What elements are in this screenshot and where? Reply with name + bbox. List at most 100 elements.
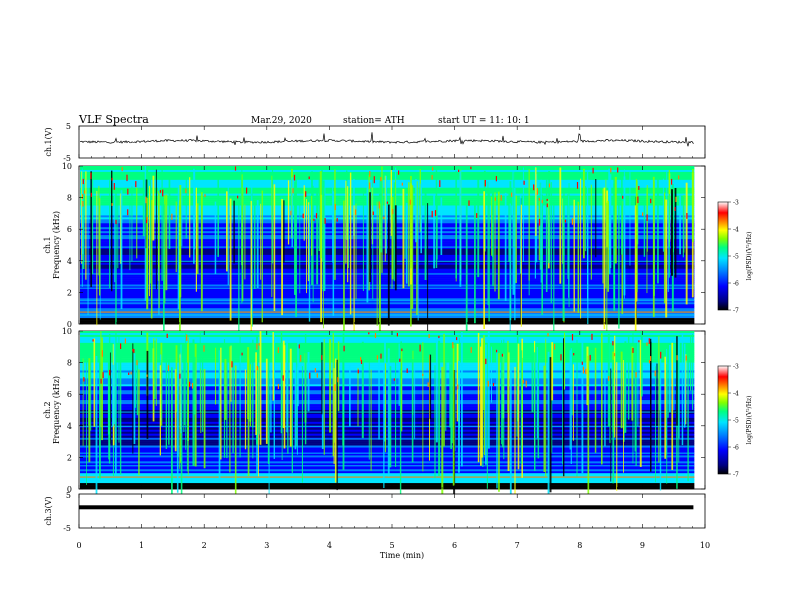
spectrogram-band [80,280,695,283]
spectrogram-streak [115,187,117,325]
spectrogram-streak [334,348,336,443]
spectrogram-streak [289,348,292,447]
spectrogram-band [80,246,695,250]
spectrogram-streak [163,204,165,346]
ch1-ytick-bottom: -5 [63,154,71,163]
spectrogram-streak [291,177,293,247]
spectrogram-speck [146,216,148,221]
spectrogram-streak [420,183,422,254]
spectrogram-streak [451,348,453,444]
spectrogram-streak [585,186,587,252]
spectrogram-speck [204,194,206,197]
spectrogram-streak [481,338,483,458]
spectrogram-streak [232,352,234,453]
spectrogram-streak [81,168,83,287]
spectrogram-streak [259,331,262,445]
spectrogram-speck [92,339,94,342]
spectrogram-streak [95,356,98,494]
time-tick-label: 3 [264,541,269,550]
spectrogram-band [80,421,695,425]
ch2-colorbar: -3 -4 -5 -6 -7 log(PSD)(V²/Hz) [717,364,753,479]
spectrogram-band [80,376,695,379]
spectrogram-band [80,245,695,248]
spectrogram-streak [119,348,122,475]
spectrogram-speck [321,355,323,360]
spectrogram-streak [185,333,187,450]
spectrogram-streak [521,357,523,418]
spectrogram-band [80,406,695,409]
spectrogram-band [80,390,695,393]
spectrogram-streak [152,175,155,241]
spectrogram-streak [155,338,157,406]
spectrogram-streak [355,203,357,300]
ch1-waveform-ylabel: ch.1(V) [44,127,53,156]
spectrogram-streak [217,178,219,257]
spectrogram-streak [393,182,396,282]
spectrogram-streak [294,181,296,295]
colorbar-tick-label: -6 [733,445,739,452]
spectrogram-streak [215,347,217,405]
spectrogram-speck [495,176,497,182]
spectrogram-band [80,169,695,173]
spectrogram-speck [369,171,371,177]
spectrogram-streak [181,180,183,247]
spectrogram-streak [394,205,397,291]
spectrogram-streak [361,341,364,439]
spectrogram-streak [610,368,612,482]
spectrogram-line [80,452,695,454]
spectrogram-speck [646,342,648,346]
spectrogram-streak [569,350,571,450]
spectrogram-streak [637,341,639,427]
spectrogram-streak [662,178,664,252]
ch1-spectrogram-yticks: 0 2 4 6 8 10 [62,162,705,329]
spectrogram-line [80,273,695,275]
spectrogram-streak [114,196,116,283]
spectrogram-band [80,481,695,484]
spectrogram-streak [199,331,201,413]
spectrogram-streak [494,192,496,292]
spectrogram-streak [142,175,145,237]
spectrogram-speck [277,384,279,389]
spectrogram-streak [193,168,195,264]
spectrogram-speck [124,338,126,344]
spectrogram-band [80,423,695,427]
spectrogram-streak [498,353,500,492]
spectrogram-streak [405,202,408,284]
spectrogram-streak [657,173,659,284]
spectrogram-streak [220,347,222,460]
spectrogram-streak [683,195,685,253]
spectrogram-speck [305,191,307,197]
spectrogram-streak [227,185,229,285]
spectrogram-streak [165,194,168,291]
spectrogram-streak [370,369,372,471]
spectrogram-streak [664,356,667,459]
spectrogram-band [80,294,695,297]
spectrogram-speck [324,218,326,224]
spectrogram-streak [627,334,630,420]
spectrogram-streak [366,180,369,303]
ch2-spectrogram-bands [80,331,695,490]
spectrogram-streak [261,190,263,323]
time-tick-label: 1 [139,541,144,550]
spectrogram-streak [669,345,671,413]
spectrogram-speck [452,342,454,349]
spectrogram-streak [342,333,345,470]
spectrogram-streak [138,369,140,476]
spectrogram-streak [517,343,520,470]
spectrogram-speck [581,361,583,365]
spectrogram-streak [200,368,202,433]
spectrogram-speck [357,369,359,374]
spectrogram-streak [595,179,597,258]
spectrogram-speck [560,354,562,361]
spectrogram-streak [634,361,636,452]
spectrogram-speck [115,219,117,225]
spectrogram-streak [161,169,163,281]
spectrogram-band [80,461,695,464]
spectrogram-speck [133,348,135,353]
spectrogram-band [80,402,695,405]
spectrogram-speck [427,382,429,387]
spectrogram-streak [90,361,92,431]
spectrogram-streak [282,340,285,428]
spectrogram-streak [492,191,494,287]
spectrogram-streak [158,190,159,268]
